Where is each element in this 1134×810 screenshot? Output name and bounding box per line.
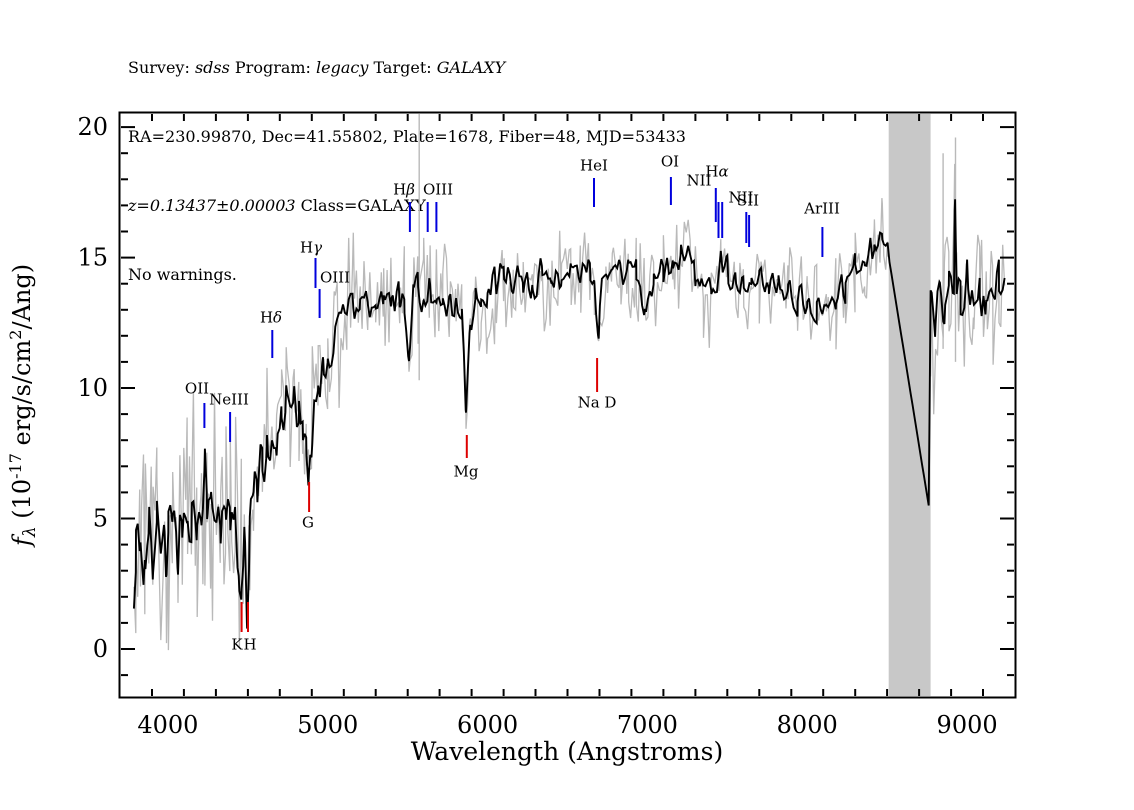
- spectral-line-label: OII: [185, 380, 209, 398]
- spectral-line-label: NII: [687, 172, 712, 190]
- y-tick-label: 5: [93, 505, 108, 533]
- spectral-line-label: K: [231, 636, 243, 654]
- smoothed-spectrum: [132, 199, 1006, 629]
- header-text-run: RA=230.99870, Dec=41.55802, Plate=1678, …: [128, 127, 686, 146]
- spectral-line-label: Mg: [454, 463, 479, 481]
- spectral-line-label: OIII: [423, 181, 453, 199]
- spectral-line-label: ArIII: [803, 200, 840, 218]
- header-warnings: No warnings.: [128, 263, 686, 286]
- spectral-line-label: G: [302, 514, 314, 532]
- y-tick-label: 0: [93, 635, 108, 663]
- frame-rect: [118, 111, 1017, 699]
- x-tick-label: 6000: [457, 711, 518, 739]
- header-text-run: sdss: [194, 58, 230, 77]
- header-text-run: Survey:: [128, 58, 195, 77]
- x-axis-tick-labels: 4000 5000 6000 7000 8000 9000: [137, 711, 997, 739]
- title-block: Survey: sdss Program: legacy Target: GAL…: [128, 10, 686, 332]
- x-tick-label: 4000: [137, 711, 198, 739]
- masked-band-rect: [888, 114, 931, 696]
- x-axis-label: Wavelength (Angstroms): [411, 737, 723, 766]
- x-tick-label: 5000: [297, 711, 358, 739]
- spectral-line-label: Hγ: [300, 239, 322, 257]
- spectral-line-label: HeI: [580, 157, 608, 175]
- spectral-line-label: Hα: [705, 163, 728, 181]
- spectral-line-label: NeIII: [209, 391, 249, 409]
- header-text-run: GALAXY: [436, 58, 506, 77]
- header-text-run: No warnings.: [128, 265, 237, 284]
- x-tick-label: 8000: [777, 711, 838, 739]
- x-axis-title: Wavelength (Angstroms): [411, 737, 723, 766]
- y-tick-label: 10: [77, 374, 108, 402]
- spectral-line-label: NII: [729, 189, 754, 207]
- spectral-line-label: OIII: [320, 269, 350, 287]
- header-text-run: Program:: [229, 58, 317, 77]
- noisy-spectrum: [133, 198, 889, 651]
- spectral-line-label: Hδ: [260, 309, 282, 327]
- y-tick-label: 15: [77, 244, 108, 272]
- y-axis-title: fλ (10-17 erg/s/cm2/Ang): [6, 264, 40, 548]
- y-axis-tick-labels: 0 5 10 15 20: [77, 113, 108, 663]
- spectral-line-label: H: [243, 636, 256, 654]
- masked-region-band: [888, 114, 931, 696]
- header-redshift-class: z=0.13437±0.00003 Class=GALAXY: [128, 194, 686, 217]
- header-text-run: Target:: [368, 58, 437, 77]
- axis-ticks: [121, 114, 1014, 696]
- header-coords-plate-fiber-mjd: RA=230.99870, Dec=41.55802, Plate=1678, …: [128, 125, 686, 148]
- spectral-line-label: SII: [737, 192, 759, 210]
- header-text-run: legacy: [316, 58, 369, 77]
- spectral-line-label: OI: [661, 153, 679, 171]
- header-text-run: Class=GALAXY: [295, 196, 426, 215]
- smoothed-spectrum-trace: [132, 199, 1006, 629]
- plot-frame: [118, 111, 1017, 699]
- header-text-run: z=0.13437±0.00003: [128, 196, 296, 215]
- x-tick-label: 9000: [937, 711, 998, 739]
- y-tick-label: 20: [77, 113, 108, 141]
- spectral-line-label: Hβ: [393, 181, 415, 199]
- y-axis-label: fλ (10-17 erg/s/cm2/Ang): [6, 264, 40, 548]
- spectral-line-label: Na D: [578, 394, 617, 412]
- header-survey-program-target: Survey: sdss Program: legacy Target: GAL…: [128, 56, 686, 79]
- x-tick-label: 7000: [617, 711, 678, 739]
- noisy-spectrum-trace: [133, 114, 1006, 651]
